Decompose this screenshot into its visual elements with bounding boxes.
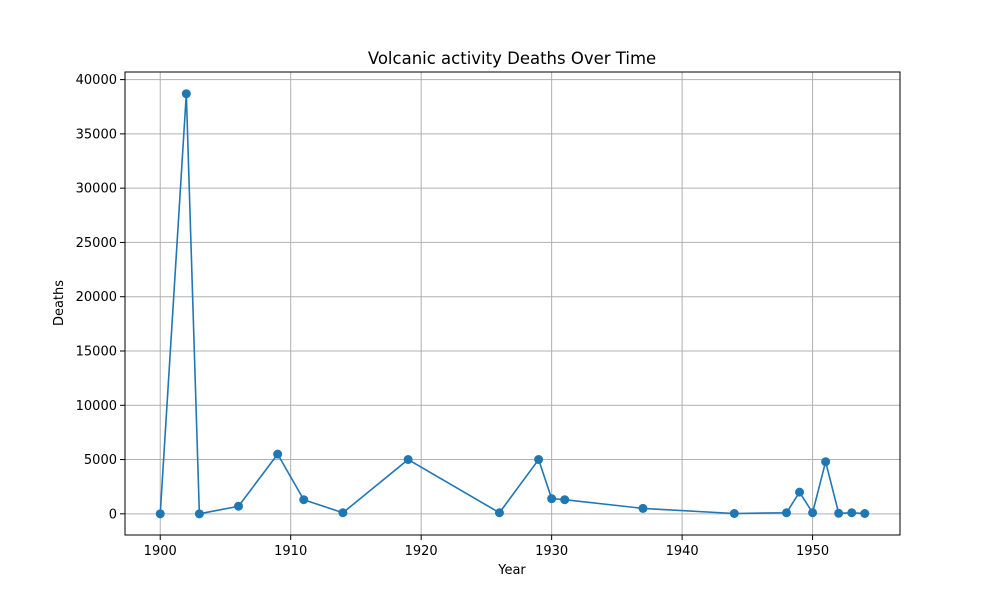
y-axis-ticks: 0 5000 10000 15000 20000 25000 30000 35000 40000	[76, 73, 125, 522]
data-point	[860, 509, 870, 519]
y-tick-label: 40000	[76, 73, 117, 88]
x-axis-label: Year	[497, 563, 526, 578]
data-point	[194, 509, 204, 519]
y-tick-label: 25000	[76, 236, 117, 251]
data-point	[821, 457, 831, 467]
y-tick-label: 0	[109, 507, 117, 522]
x-axis-ticks: 1900 1910 1920 1930 1940 1950	[144, 535, 829, 559]
data-point	[299, 495, 309, 505]
y-tick-label: 15000	[76, 344, 117, 359]
chart-title: Volcanic activity Deaths Over Time	[368, 49, 656, 68]
data-point	[834, 508, 844, 518]
data-point	[494, 508, 504, 518]
x-tick-label: 1940	[666, 544, 699, 559]
gridlines	[125, 72, 900, 535]
y-tick-label: 35000	[76, 127, 117, 142]
data-point	[781, 508, 791, 518]
data-point	[847, 508, 857, 518]
y-tick-label: 30000	[76, 182, 117, 197]
data-point	[560, 495, 570, 505]
data-point	[547, 494, 557, 504]
y-tick-label: 10000	[76, 399, 117, 414]
x-tick-label: 1910	[274, 544, 307, 559]
x-tick-label: 1950	[796, 544, 829, 559]
data-point	[638, 503, 648, 513]
data-point	[273, 449, 283, 459]
data-point	[234, 501, 244, 511]
data-point	[403, 455, 413, 465]
y-tick-label: 20000	[76, 290, 117, 305]
data-point	[808, 508, 818, 518]
data-point	[338, 508, 348, 518]
y-axis-label: Deaths	[52, 280, 67, 326]
data-points	[155, 89, 870, 519]
x-tick-label: 1930	[535, 544, 568, 559]
y-tick-label: 5000	[84, 453, 117, 468]
data-point	[181, 89, 191, 99]
x-tick-label: 1920	[405, 544, 438, 559]
data-point	[534, 455, 544, 465]
data-point	[795, 487, 805, 497]
plot-frame	[124, 71, 901, 536]
x-tick-label: 1900	[144, 544, 177, 559]
data-point	[729, 509, 739, 519]
data-point	[155, 509, 165, 519]
